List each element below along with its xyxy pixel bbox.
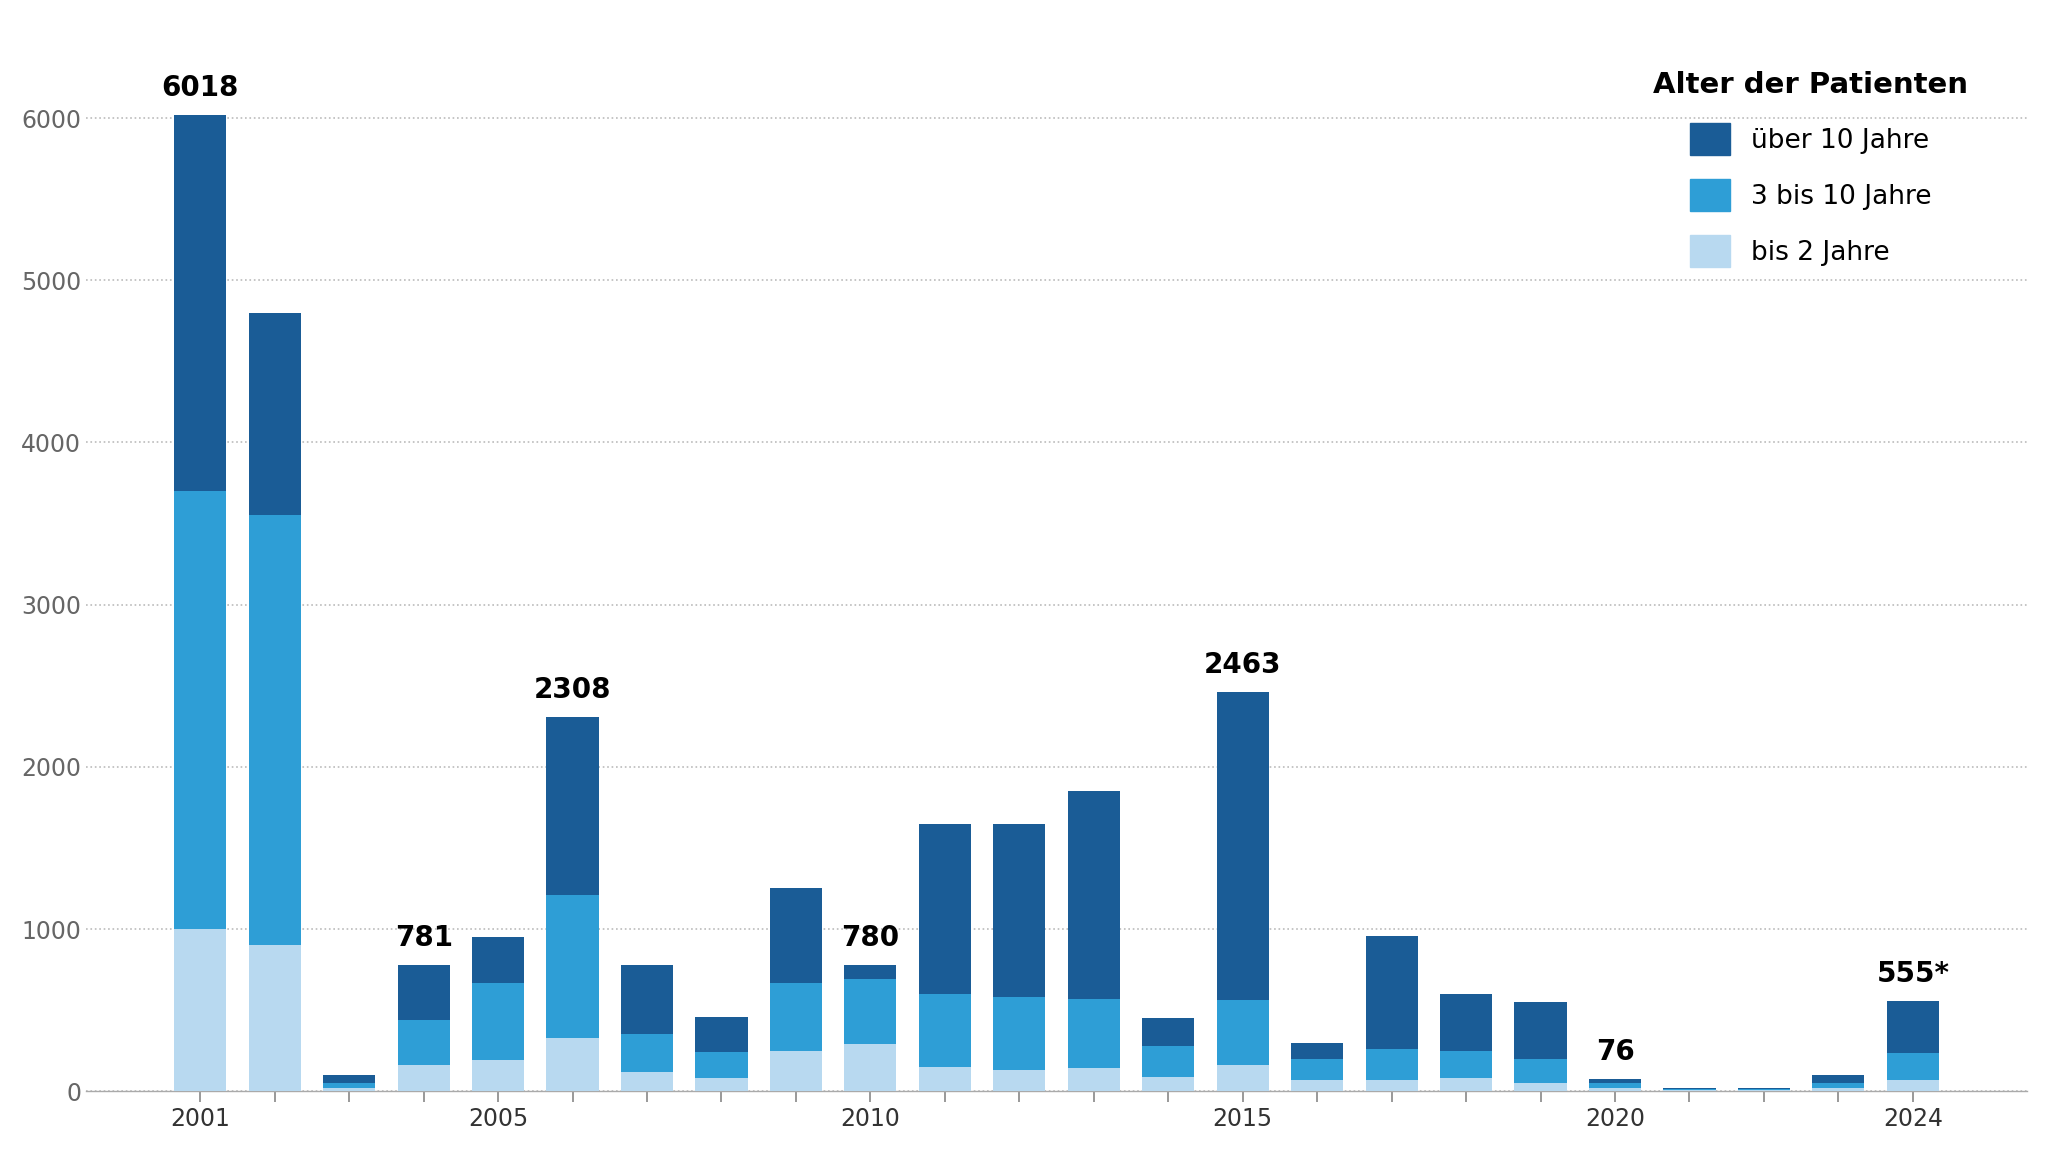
Bar (1663, 1089, 1716, 1091)
Bar (547, 895, 598, 1038)
Bar (174, 491, 227, 929)
Bar (844, 1044, 897, 1091)
Bar (248, 946, 301, 1091)
Bar (1886, 1053, 1939, 1079)
Bar (1516, 1002, 1567, 1059)
Bar (993, 998, 1044, 1070)
Bar (174, 929, 227, 1091)
Bar (1589, 1089, 1640, 1091)
Bar (770, 1051, 821, 1091)
Bar (696, 1078, 748, 1091)
Bar (1290, 1043, 1343, 1059)
Bar (621, 1071, 674, 1091)
Bar (920, 994, 971, 1067)
Bar (397, 1066, 451, 1091)
Bar (1589, 1083, 1640, 1089)
Bar (1886, 1079, 1939, 1091)
Bar (1217, 691, 1270, 1000)
Bar (1440, 994, 1493, 1051)
Bar (324, 1087, 375, 1091)
Bar (621, 1034, 674, 1071)
Bar (324, 1075, 375, 1083)
Bar (1217, 1000, 1270, 1064)
Bar (1143, 1046, 1194, 1077)
Bar (1290, 1079, 1343, 1091)
Bar (1812, 1075, 1864, 1083)
Bar (1516, 1083, 1567, 1091)
Text: 76: 76 (1595, 1038, 1634, 1066)
Bar (770, 983, 821, 1051)
Bar (547, 717, 598, 895)
Bar (844, 979, 897, 1044)
Legend: über 10 Jahre, 3 bis 10 Jahre, bis 2 Jahre: über 10 Jahre, 3 bis 10 Jahre, bis 2 Jah… (1626, 45, 1995, 294)
Bar (1067, 1069, 1120, 1091)
Bar (248, 515, 301, 946)
Bar (471, 937, 524, 983)
Text: 780: 780 (842, 924, 899, 952)
Bar (1440, 1051, 1493, 1078)
Bar (1812, 1087, 1864, 1091)
Bar (1589, 1079, 1640, 1083)
Bar (547, 1038, 598, 1091)
Bar (1366, 1049, 1417, 1079)
Bar (471, 1060, 524, 1091)
Text: 555*: 555* (1876, 961, 1950, 988)
Bar (993, 824, 1044, 998)
Bar (1067, 791, 1120, 999)
Bar (324, 1083, 375, 1087)
Bar (397, 1020, 451, 1066)
Bar (920, 1067, 971, 1091)
Bar (1217, 1064, 1270, 1091)
Bar (174, 115, 227, 491)
Bar (1440, 1078, 1493, 1091)
Text: 6018: 6018 (162, 74, 240, 103)
Bar (471, 983, 524, 1060)
Bar (1516, 1059, 1567, 1083)
Bar (1067, 999, 1120, 1069)
Bar (844, 964, 897, 979)
Bar (993, 1070, 1044, 1091)
Bar (1366, 1079, 1417, 1091)
Bar (920, 824, 971, 994)
Bar (1366, 935, 1417, 1049)
Bar (1290, 1059, 1343, 1079)
Bar (696, 1052, 748, 1078)
Bar (1739, 1089, 1790, 1091)
Bar (770, 888, 821, 983)
Bar (1886, 1001, 1939, 1053)
Bar (248, 312, 301, 515)
Text: 2308: 2308 (535, 676, 610, 704)
Text: 781: 781 (395, 924, 453, 952)
Text: 2463: 2463 (1204, 651, 1282, 679)
Bar (1143, 1018, 1194, 1046)
Bar (621, 964, 674, 1034)
Bar (1143, 1077, 1194, 1091)
Bar (1812, 1083, 1864, 1087)
Bar (397, 964, 451, 1020)
Bar (696, 1016, 748, 1052)
